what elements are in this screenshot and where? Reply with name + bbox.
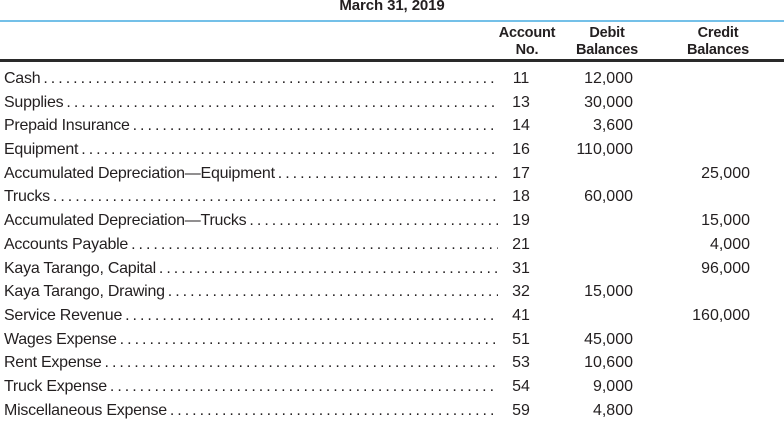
account-name: Rent Expense <box>4 354 102 372</box>
debit-balance: 15,000 <box>584 283 633 301</box>
account-number: 17 <box>512 164 530 182</box>
account-number: 14 <box>512 117 530 135</box>
account-number: 31 <box>512 259 530 277</box>
account-number: 16 <box>512 141 530 159</box>
account-number: 41 <box>512 306 530 324</box>
column-header-line: Balances <box>575 42 639 58</box>
account-number: 13 <box>512 93 530 111</box>
table-row: Kaya Tarango, Capital ..................… <box>0 257 784 281</box>
dot-leader: ........................................… <box>43 70 498 87</box>
top-rule <box>0 20 784 22</box>
dot-leader: ........................................… <box>125 306 498 324</box>
account-name: Kaya Tarango, Capital <box>4 259 156 277</box>
account-name: Accumulated Depreciation—Trucks <box>4 212 247 230</box>
column-header-line: Balances <box>686 42 750 58</box>
table-row: Miscellaneous Expense ..................… <box>0 399 784 422</box>
account-number: 11 <box>512 70 530 87</box>
account-number: 19 <box>512 212 530 230</box>
account-name: Equipment <box>4 141 79 159</box>
account-number: 21 <box>512 235 530 253</box>
table-row: Trucks .................................… <box>0 185 784 209</box>
debit-balance: 45,000 <box>584 330 633 348</box>
debit-balance: 110,000 <box>576 141 633 159</box>
account-name: Wages Expense <box>4 330 117 348</box>
dot-leader: ........................................… <box>66 93 498 111</box>
table-row: Kaya Tarango, Drawing ..................… <box>0 280 784 304</box>
account-name: Accumulated Depreciation—Equipment <box>4 164 275 182</box>
account-number: 18 <box>512 188 530 206</box>
table-row: Accumulated Depreciation—Equipment .....… <box>0 162 784 186</box>
column-header-line: Account <box>498 25 556 41</box>
dot-leader: ........................................… <box>167 283 498 301</box>
account-number: 51 <box>512 330 530 348</box>
debit-balance: 30,000 <box>584 93 633 111</box>
report-date-title: March 31, 2019 <box>339 0 445 14</box>
table-row: Service Revenue ........................… <box>0 304 784 328</box>
account-name: Trucks <box>4 188 50 206</box>
table-row: Wages Expense ..........................… <box>0 328 784 352</box>
column-header-line: Credit <box>697 25 739 41</box>
credit-balance: 25,000 <box>701 164 750 182</box>
account-name: Cash <box>4 70 41 87</box>
table-row: Accounts Payable .......................… <box>0 233 784 257</box>
account-name: Prepaid Insurance <box>4 117 130 135</box>
dot-leader: ........................................… <box>109 377 498 395</box>
account-name: Miscellaneous Expense <box>4 401 167 419</box>
column-header-line: No. <box>515 42 539 58</box>
debit-balance: 12,000 <box>584 70 633 87</box>
dot-leader: ........................................… <box>158 259 498 277</box>
dot-leader: ........................................… <box>52 188 498 206</box>
table-row: Supplies ...............................… <box>0 91 784 115</box>
account-number: 53 <box>512 354 530 372</box>
table-row: Equipment ..............................… <box>0 138 784 162</box>
dot-leader: ........................................… <box>169 401 498 419</box>
column-header-debit-balances: Debit Balances <box>563 25 651 59</box>
debit-balance: 10,600 <box>584 354 633 372</box>
credit-balance: 96,000 <box>701 259 750 277</box>
table-row: Prepaid Insurance ......................… <box>0 114 784 138</box>
debit-balance: 60,000 <box>584 188 633 206</box>
account-number: 59 <box>512 401 530 419</box>
table-row: Cash ...................................… <box>0 67 784 91</box>
account-name: Service Revenue <box>4 306 123 324</box>
account-rows: Cash ...................................… <box>0 67 784 422</box>
account-name: Truck Expense <box>4 377 107 395</box>
account-number: 54 <box>512 377 530 395</box>
account-name: Supplies <box>4 93 64 111</box>
column-header-credit-balances: Credit Balances <box>674 25 762 59</box>
dot-leader: ........................................… <box>104 354 498 372</box>
credit-balance: 15,000 <box>701 212 750 230</box>
credit-balance: 4,000 <box>709 235 750 253</box>
table-row: Accumulated Depreciation—Trucks ........… <box>0 209 784 233</box>
header-rule <box>0 59 784 62</box>
account-name: Kaya Tarango, Drawing <box>4 283 165 301</box>
dot-leader: ........................................… <box>119 330 498 348</box>
table-row: Rent Expense ...........................… <box>0 351 784 375</box>
account-name: Accounts Payable <box>4 235 129 253</box>
dot-leader: ........................................… <box>249 212 498 230</box>
credit-balance: 160,000 <box>692 306 750 324</box>
dot-leader: ........................................… <box>132 117 498 135</box>
debit-balance: 3,600 <box>592 117 633 135</box>
debit-balance: 9,000 <box>592 377 633 395</box>
account-number: 32 <box>512 283 530 301</box>
dot-leader: ........................................… <box>81 141 498 159</box>
dot-leader: ........................................… <box>277 164 498 182</box>
column-header-line: Debit <box>589 25 625 41</box>
debit-balance: 4,800 <box>592 401 633 419</box>
column-header-account-no: Account No. <box>490 25 564 59</box>
table-row: Truck Expense ..........................… <box>0 375 784 399</box>
dot-leader: ........................................… <box>131 235 498 253</box>
